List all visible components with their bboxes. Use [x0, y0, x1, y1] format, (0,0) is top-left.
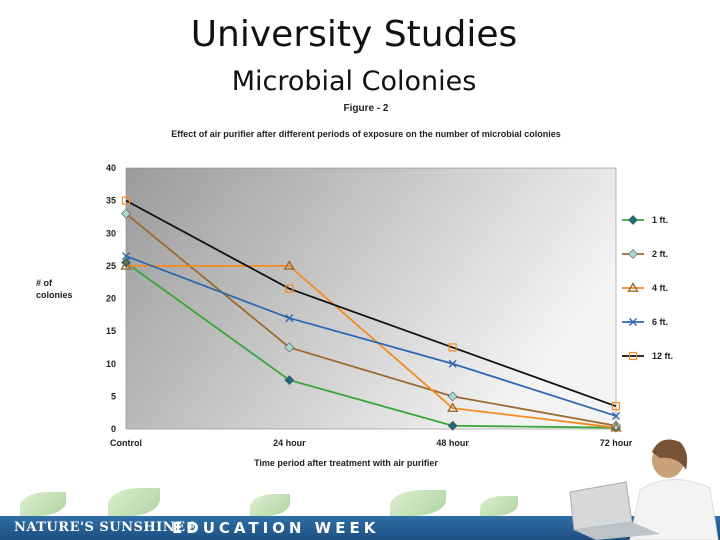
legend: 1 ft. 2 ft. 4 ft. 6 ft. 12 ft. [622, 215, 673, 361]
data-point [611, 402, 621, 411]
data-point [121, 208, 131, 219]
data-point [285, 314, 294, 323]
leaf-decoration [108, 488, 160, 516]
y-tick-label: 30 [106, 228, 116, 238]
series-line-3 [126, 264, 617, 429]
y-tick-label: 5 [111, 391, 116, 401]
series-markers [120, 196, 622, 433]
slide-subtitle: Microbial Colonies [231, 66, 477, 97]
data-point [610, 421, 622, 432]
plot-area [125, 167, 617, 430]
event-name: EDUCATION WEEK [172, 519, 380, 537]
legend-label: 6 ft. [652, 317, 668, 327]
x-tick-label: 24 hour [273, 438, 306, 448]
data-point [283, 259, 296, 270]
y-axis-label-line-2: colonies [36, 290, 73, 300]
series-line-1 [125, 261, 617, 429]
series-lines [125, 199, 617, 429]
legend-swatch-marker [628, 249, 638, 259]
leaf-decoration [20, 492, 66, 516]
y-axis-label: # of colonies [36, 278, 73, 300]
data-point [122, 252, 130, 261]
data-point [446, 402, 459, 412]
leaf-decoration [250, 494, 290, 516]
y-tick-label: 20 [106, 294, 116, 304]
data-point [284, 342, 295, 353]
data-point-stroke [612, 411, 620, 420]
data-point [447, 391, 458, 402]
legend-swatch-marker [628, 215, 638, 225]
y-tick-label: 0 [111, 424, 116, 434]
legend-swatch-marker [627, 282, 639, 292]
leaf-decoration [390, 490, 446, 516]
person-hair [652, 439, 688, 470]
data-point-stroke [122, 252, 130, 261]
legend-label: 12 ft. [652, 351, 673, 361]
line-chart: Figure - 2 Effect of air purifier after … [36, 101, 679, 470]
leaf-decoration [480, 496, 518, 516]
legend-swatch-marker [629, 318, 637, 326]
data-point [120, 259, 132, 270]
brand-logo-text: NATURE'S SUNSHINE® [14, 520, 200, 535]
x-tick-label: 72 hour [600, 438, 633, 448]
y-tick-labels: 0 5 10 15 20 25 30 35 40 [106, 163, 116, 434]
legend-label: 2 ft. [652, 249, 668, 259]
y-tick-label: 40 [106, 163, 116, 173]
legend-swatch-marker [628, 351, 638, 361]
figure-label: Figure - 2 [343, 103, 388, 114]
data-point [612, 411, 620, 420]
x-tick-label: 48 hour [436, 438, 469, 448]
legend-label: 4 ft. [652, 283, 668, 293]
y-tick-label: 15 [106, 326, 116, 336]
series-line-5 [125, 199, 617, 408]
data-point [284, 375, 295, 385]
woman-with-laptop-illustration [569, 439, 719, 540]
x-tick-labels: Control 24 hour 48 hour 72 hour [110, 438, 633, 448]
chart-title: Effect of air purifier after different p… [171, 129, 561, 139]
y-tick-label: 25 [106, 261, 116, 271]
series-line-2 [125, 212, 617, 427]
data-point [285, 284, 294, 293]
x-axis-label: Time period after treatment with air pur… [254, 458, 438, 468]
legend-label: 1 ft. [652, 215, 668, 225]
laptop-screen [569, 481, 633, 531]
data-point-stroke [448, 359, 457, 368]
data-point-stroke [285, 314, 294, 323]
y-tick-label: 35 [106, 196, 116, 206]
x-tick-label: Control [110, 438, 142, 448]
data-point [121, 196, 131, 205]
y-tick-label: 10 [106, 359, 116, 369]
laptop-base [574, 522, 660, 540]
data-point [448, 359, 457, 368]
person-shirt [629, 479, 719, 540]
legend-swatch-marker-stroke [629, 318, 637, 326]
data-point [448, 343, 457, 352]
slide-title: University Studies [190, 14, 518, 55]
data-point [447, 420, 458, 431]
series-line-4 [125, 255, 617, 417]
y-axis-label-line-1: # of [36, 278, 53, 288]
